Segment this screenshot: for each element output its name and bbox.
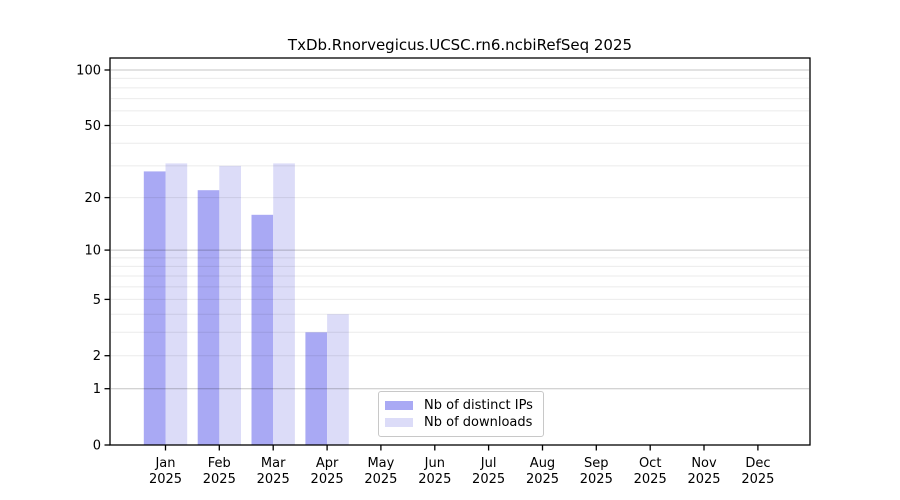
bar-nb-of-distinct-ips-apr bbox=[305, 332, 328, 445]
x-axis-label-month: Nov bbox=[691, 456, 717, 471]
bar-nb-of-downloads-feb bbox=[219, 165, 241, 445]
x-axis-label-month: Dec bbox=[745, 456, 770, 471]
y-axis-tick-label: 100 bbox=[76, 64, 101, 79]
x-axis-label-month: Jun bbox=[424, 456, 445, 471]
x-axis-label-year: 2025 bbox=[472, 472, 505, 487]
x-axis-label-month: May bbox=[367, 456, 394, 471]
chart-title: TxDb.Rnorvegicus.UCSC.rn6.ncbiRefSeq 202… bbox=[287, 36, 633, 54]
legend-label-downloads: Nb of downloads bbox=[424, 415, 533, 430]
x-axis-label-month: Jan bbox=[154, 456, 175, 471]
y-axis-tick-label: 5 bbox=[93, 293, 101, 308]
legend: Nb of distinct IPs Nb of downloads bbox=[378, 391, 544, 437]
y-axis-tick-label: 2 bbox=[93, 349, 101, 364]
bar-nb-of-downloads-mar bbox=[273, 163, 295, 445]
bar-nb-of-downloads-apr bbox=[327, 314, 349, 445]
legend-label-distinct-ips: Nb of distinct IPs bbox=[424, 398, 533, 413]
y-axis-tick-label: 20 bbox=[84, 191, 101, 206]
legend-swatch-downloads bbox=[385, 418, 413, 427]
y-axis-tick-label: 0 bbox=[93, 439, 101, 454]
x-axis-label-year: 2025 bbox=[741, 472, 774, 487]
bar-nb-of-downloads-jan bbox=[165, 163, 188, 445]
x-axis-label-year: 2025 bbox=[364, 472, 397, 487]
x-axis-label-year: 2025 bbox=[687, 472, 720, 487]
x-axis-label-year: 2025 bbox=[580, 472, 613, 487]
x-axis-label-month: Aug bbox=[530, 456, 555, 471]
bar-nb-of-distinct-ips-jan bbox=[143, 171, 166, 445]
x-axis-label-month: Oct bbox=[639, 456, 661, 471]
y-axis-tick-label: 50 bbox=[84, 119, 101, 134]
bar-nb-of-distinct-ips-feb bbox=[197, 190, 220, 445]
y-axis-tick-label: 1 bbox=[93, 382, 101, 397]
x-axis-label-month: Apr bbox=[316, 456, 339, 471]
x-axis-label-year: 2025 bbox=[149, 472, 182, 487]
y-axis-tick-label: 10 bbox=[84, 244, 101, 259]
legend-item-distinct-ips: Nb of distinct IPs bbox=[385, 398, 543, 413]
x-axis-label-month: Mar bbox=[261, 456, 286, 471]
x-axis-label-year: 2025 bbox=[634, 472, 667, 487]
legend-item-downloads: Nb of downloads bbox=[385, 415, 543, 430]
bar-nb-of-distinct-ips-mar bbox=[251, 214, 274, 445]
legend-swatch-distinct-ips bbox=[385, 401, 413, 410]
x-axis-label-month: Sep bbox=[584, 456, 609, 471]
x-axis-label-year: 2025 bbox=[311, 472, 344, 487]
x-axis-label-year: 2025 bbox=[418, 472, 451, 487]
x-axis-label-month: Feb bbox=[208, 456, 231, 471]
plot-frame bbox=[109, 57, 811, 446]
x-axis-label-month: Jul bbox=[480, 456, 497, 471]
x-axis-label-year: 2025 bbox=[526, 472, 559, 487]
x-axis-label-year: 2025 bbox=[257, 472, 290, 487]
x-axis-label-year: 2025 bbox=[203, 472, 236, 487]
